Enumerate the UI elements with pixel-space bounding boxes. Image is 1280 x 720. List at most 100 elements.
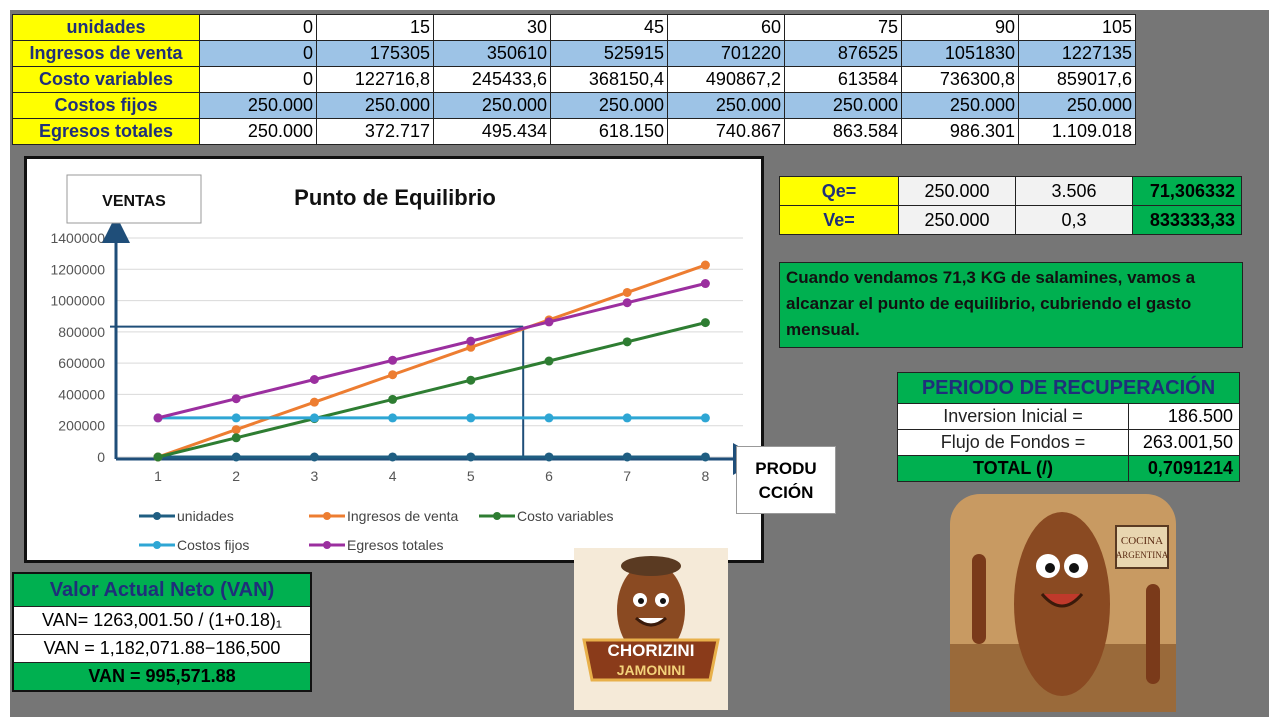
table-cell: 618.150 (550, 118, 668, 145)
table-cell: 250.000 (550, 92, 668, 119)
legend-entry: Ingresos de venta (347, 508, 459, 524)
ve-result: 833333,33 (1132, 205, 1242, 235)
table-cell: 859017,6 (1018, 66, 1136, 93)
y-tick-label: 0 (97, 449, 105, 465)
table-cell: 45 (550, 14, 668, 41)
data-point (231, 413, 241, 423)
payback-value: 263.001,50 (1128, 429, 1240, 456)
table-cell: 495.434 (433, 118, 551, 145)
table-cell: 736300,8 (901, 66, 1019, 93)
x-tick-label: 5 (467, 468, 475, 484)
table-cell: 250.000 (316, 92, 434, 119)
table-cell: 876525 (784, 40, 902, 67)
data-point (544, 452, 554, 462)
legend-marker (323, 512, 331, 520)
table-row: unidades 0 15 30 45 60 75 90 105 (12, 14, 1136, 41)
payback-label: Inversion Inicial = (897, 403, 1129, 430)
data-point (153, 413, 163, 423)
van-line1: VAN= 1263,001.50 / (1+0.18)₁ (14, 607, 310, 635)
table-cell: 250.000 (433, 92, 551, 119)
equilibrium-table: Qe= 250.000 3.506 71,306332 Ve= 250.000 … (779, 176, 1242, 235)
legend-marker (493, 512, 501, 520)
logo-line1: CHORIZINI (608, 641, 695, 660)
qe-label: Qe= (779, 176, 899, 206)
x-axis-label-line1: PRODU (755, 459, 817, 478)
data-point (622, 452, 632, 462)
table-row: Costos fijos 250.000 250.000 250.000 250.000… (12, 92, 1136, 119)
table-cell: 105 (1018, 14, 1136, 41)
data-point (622, 337, 632, 347)
data-point (309, 452, 319, 462)
x-tick-label: 2 (232, 468, 240, 484)
van-title: Valor Actual Neto (VAN) (14, 574, 310, 607)
table-cell: 0 (199, 14, 317, 41)
payback-row: Flujo de Fondos = 263.001,50 (897, 429, 1240, 456)
y-tick-label: 1400000 (50, 230, 105, 246)
table-cell: 250.000 (901, 92, 1019, 119)
payback-total-label: TOTAL (/) (897, 455, 1129, 482)
table-cell: 740.867 (667, 118, 785, 145)
data-point (700, 452, 710, 462)
data-point (466, 413, 476, 423)
y-tick-label: 1000000 (50, 293, 105, 309)
qe-margin: 3.506 (1015, 176, 1133, 206)
payback-value: 186.500 (1128, 403, 1240, 430)
table-cell: 175305 (316, 40, 434, 67)
table-cell: 372.717 (316, 118, 434, 145)
y-tick-label: 400000 (58, 386, 105, 402)
chorizini-logo: CHORIZINI JAMONINI (574, 548, 728, 710)
data-point (388, 394, 398, 404)
table-cell: 368150,4 (550, 66, 668, 93)
table-cell: 863.584 (784, 118, 902, 145)
chart-svg: 0 200000 400000 600000 800000 1000000 1200000 1… (50, 174, 761, 553)
table-cell: 122716,8 (316, 66, 434, 93)
sign-line2: ARGENTINA (1116, 550, 1169, 560)
x-tick-label: 1 (154, 468, 162, 484)
table-cell: 613584 (784, 66, 902, 93)
x-tick-label: 8 (702, 468, 710, 484)
table-cell: 245433,6 (433, 66, 551, 93)
payback-title: PERIODO DE RECUPERACIÓN (897, 372, 1240, 404)
row-label: Ingresos de venta (12, 40, 200, 67)
payback-total-value: 0,7091214 (1128, 455, 1240, 482)
legend-marker (153, 541, 161, 549)
data-table: unidades 0 15 30 45 60 75 90 105 Ingresos de vent… (12, 14, 1136, 145)
legend-entry: Costos fijos (177, 537, 249, 553)
row-label: Egresos totales (12, 118, 200, 145)
row-label: unidades (12, 14, 200, 41)
van-line2: VAN = 1,182,071.88−186,500 (14, 635, 310, 663)
table-row: Costo variables 0 122716,8 245433,6 368150,4… (12, 66, 1136, 93)
data-point (700, 260, 710, 270)
ve-ratio: 0,3 (1015, 205, 1133, 235)
table-cell: 60 (667, 14, 785, 41)
legend-entry: Egresos totales (347, 537, 444, 553)
y-tick-label: 1200000 (50, 261, 105, 277)
data-point (700, 318, 710, 328)
ve-row: Ve= 250.000 0,3 833333,33 (779, 205, 1242, 235)
data-point (309, 413, 319, 423)
qe-fixed: 250.000 (898, 176, 1016, 206)
table-cell: 15 (316, 14, 434, 41)
data-point (622, 298, 632, 308)
table-cell: 1.109.018 (1018, 118, 1136, 145)
y-tick-label: 800000 (58, 324, 105, 340)
payback-label: Flujo de Fondos = (897, 429, 1129, 456)
table-cell: 250.000 (667, 92, 785, 119)
data-point (153, 452, 163, 462)
legend-entry: Costo variables (517, 508, 614, 524)
row-label: Costos fijos (12, 92, 200, 119)
qe-row: Qe= 250.000 3.506 71,306332 (779, 176, 1242, 206)
data-point (700, 279, 710, 289)
table-cell: 1051830 (901, 40, 1019, 67)
table-cell: 490867,2 (667, 66, 785, 93)
table-cell: 90 (901, 14, 1019, 41)
breakeven-note: Cuando vendamos 71,3 KG de salamines, va… (779, 262, 1243, 348)
data-point (231, 394, 241, 404)
table-cell: 250.000 (784, 92, 902, 119)
series-line (157, 321, 706, 459)
y-tick-label: 200000 (58, 418, 105, 434)
data-point (700, 413, 710, 423)
data-point (466, 375, 476, 385)
table-cell: 250.000 (199, 92, 317, 119)
series-line (157, 263, 706, 459)
